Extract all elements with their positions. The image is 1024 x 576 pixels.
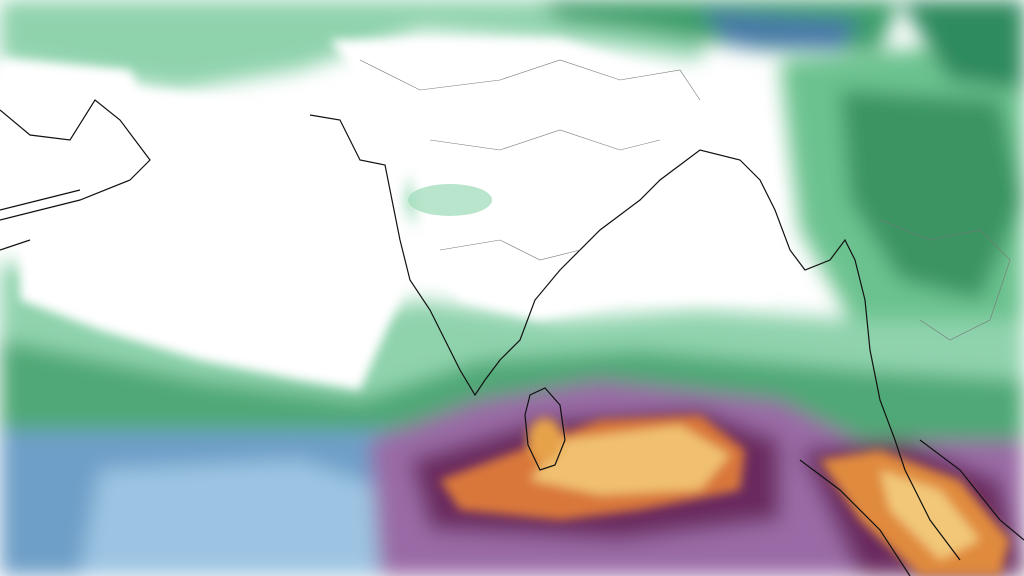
rain-sri-lanka: [527, 418, 563, 462]
border-arabia: [0, 189, 81, 251]
mainland-coast: [309, 114, 961, 561]
malaya-coast: [919, 439, 1024, 541]
rain-heavy-light-blue: [80, 460, 420, 576]
sumatra-coast: [799, 459, 911, 576]
border-north: [359, 59, 701, 101]
rain-heavy-north: [700, 10, 860, 50]
rain-core-east-yellow: [880, 470, 980, 560]
arabia-coast: [0, 99, 151, 221]
sri-lanka-coast: [524, 387, 566, 471]
borders: [0, 59, 1011, 341]
rain-northeast: [900, 0, 1024, 90]
rain-moderate-east: [840, 90, 1024, 300]
india-dry: [330, 40, 780, 320]
arabia-dry: [0, 60, 160, 200]
dry-areas: [0, 40, 780, 390]
coastlines: [0, 99, 1024, 576]
border-states-1: [429, 129, 661, 151]
rain-patch-west-india-core: [408, 184, 492, 216]
border-east: [879, 219, 1011, 341]
rain-core-yellow: [530, 425, 730, 495]
border-states-2: [439, 239, 581, 261]
precipitation-core: [440, 415, 1010, 576]
